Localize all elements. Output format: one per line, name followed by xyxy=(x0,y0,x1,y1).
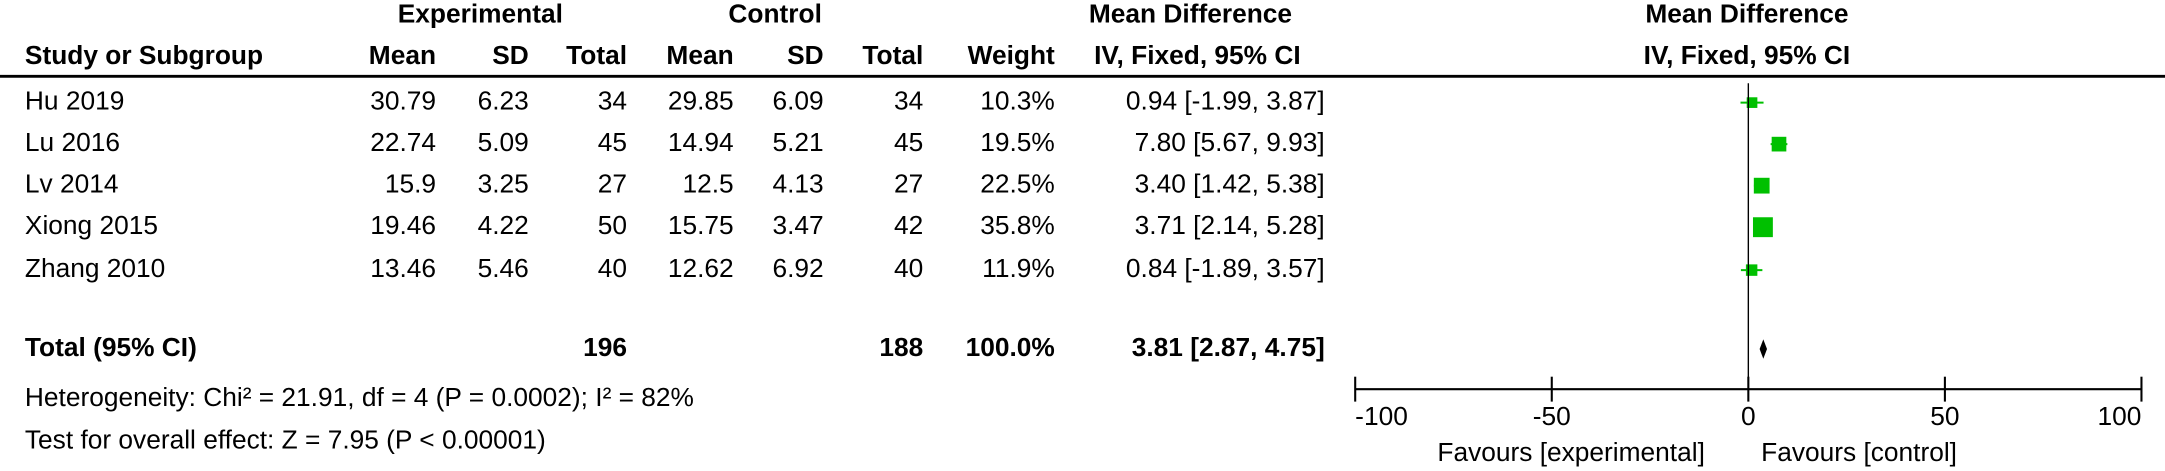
cell: 4.22 xyxy=(478,210,529,240)
cell: 34 xyxy=(894,86,923,116)
group-header: Mean Difference xyxy=(1089,0,1292,28)
cell: 7.80 [5.67, 9.93] xyxy=(1135,127,1325,157)
total-name: Total (95% CI) xyxy=(25,332,197,362)
cell: 12.5 xyxy=(682,169,733,199)
cell: 0.94 [-1.99, 3.87] xyxy=(1126,86,1325,116)
effect-square xyxy=(1771,136,1787,152)
effect-square xyxy=(1752,217,1773,238)
column-header: SD xyxy=(492,40,529,70)
x-tick-label: 50 xyxy=(1930,401,1959,431)
x-tick-label: -50 xyxy=(1533,401,1571,431)
column-header: Total xyxy=(566,40,627,70)
cell: 30.79 xyxy=(370,86,436,116)
cell: 45 xyxy=(894,127,923,157)
study-name: Zhang 2010 xyxy=(25,253,165,283)
total-cell: 100.0% xyxy=(966,332,1055,362)
study-name: Hu 2019 xyxy=(25,86,124,116)
group-header: Mean Difference xyxy=(1645,0,1848,28)
cell: 40 xyxy=(894,253,923,283)
cell: 22.5% xyxy=(980,169,1055,199)
cell: 3.40 [1.42, 5.38] xyxy=(1135,169,1325,199)
x-tick-label: -100 xyxy=(1355,401,1408,431)
column-header: Mean xyxy=(666,40,733,70)
group-header: Experimental xyxy=(398,0,563,28)
cell: 27 xyxy=(894,169,923,199)
cell: 0.84 [-1.89, 3.57] xyxy=(1126,253,1325,283)
column-header: SD xyxy=(787,40,824,70)
effect-square xyxy=(1746,97,1758,108)
cell: 4.13 xyxy=(772,169,823,199)
cell: 19.5% xyxy=(980,127,1055,157)
study-name: Lv 2014 xyxy=(25,169,119,199)
overall-effect: Test for overall effect: Z = 7.95 (P < 0… xyxy=(25,425,546,455)
cell: 35.8% xyxy=(980,210,1055,240)
total-cell: 3.81 [2.87, 4.75] xyxy=(1132,332,1325,362)
favours-label: Favours [control] xyxy=(1761,437,1957,467)
total-cell: 196 xyxy=(583,332,627,362)
cell: 27 xyxy=(598,169,627,199)
cell: 3.71 [2.14, 5.28] xyxy=(1135,210,1325,240)
favours-label: Favours [experimental] xyxy=(1437,437,1704,467)
heterogeneity: Heterogeneity: Chi² = 21.91, df = 4 (P =… xyxy=(25,382,694,412)
cell: 45 xyxy=(598,127,627,157)
study-name: Lu 2016 xyxy=(25,127,120,157)
cell: 5.09 xyxy=(478,127,529,157)
cell: 6.09 xyxy=(772,86,823,116)
cell: 12.62 xyxy=(668,253,734,283)
total-cell: 188 xyxy=(879,332,923,362)
cell: 6.23 xyxy=(478,86,529,116)
cell: 10.3% xyxy=(980,86,1055,116)
cell: 14.94 xyxy=(668,127,734,157)
cell: 29.85 xyxy=(668,86,734,116)
x-tick-label: 0 xyxy=(1741,401,1756,431)
cell: 3.47 xyxy=(772,210,823,240)
cell: 13.46 xyxy=(370,253,436,283)
study-name: Xiong 2015 xyxy=(25,210,158,240)
cell: 5.46 xyxy=(478,253,529,283)
cell: 15.9 xyxy=(385,169,436,199)
total-diamond xyxy=(1759,339,1768,359)
cell: 22.74 xyxy=(370,127,436,157)
cell: 42 xyxy=(894,210,923,240)
column-header: IV, Fixed, 95% CI xyxy=(1644,40,1851,70)
cell: 15.75 xyxy=(668,210,734,240)
x-tick-label: 100 xyxy=(2098,401,2142,431)
column-header: Weight xyxy=(968,40,1055,70)
cell: 3.25 xyxy=(478,169,529,199)
cell: 50 xyxy=(598,210,627,240)
cell: 34 xyxy=(598,86,627,116)
column-header: Total xyxy=(862,40,923,70)
cell: 40 xyxy=(598,253,627,283)
cell: 5.21 xyxy=(772,127,823,157)
effect-square xyxy=(1745,264,1758,276)
column-header: Mean xyxy=(369,40,436,70)
group-header: Control xyxy=(728,0,821,28)
column-header: IV, Fixed, 95% CI xyxy=(1094,40,1301,70)
cell: 11.9% xyxy=(982,253,1055,283)
effect-square xyxy=(1753,177,1770,194)
cell: 19.46 xyxy=(370,210,436,240)
cell: 6.92 xyxy=(772,253,823,283)
column-header: Study or Subgroup xyxy=(25,40,263,70)
